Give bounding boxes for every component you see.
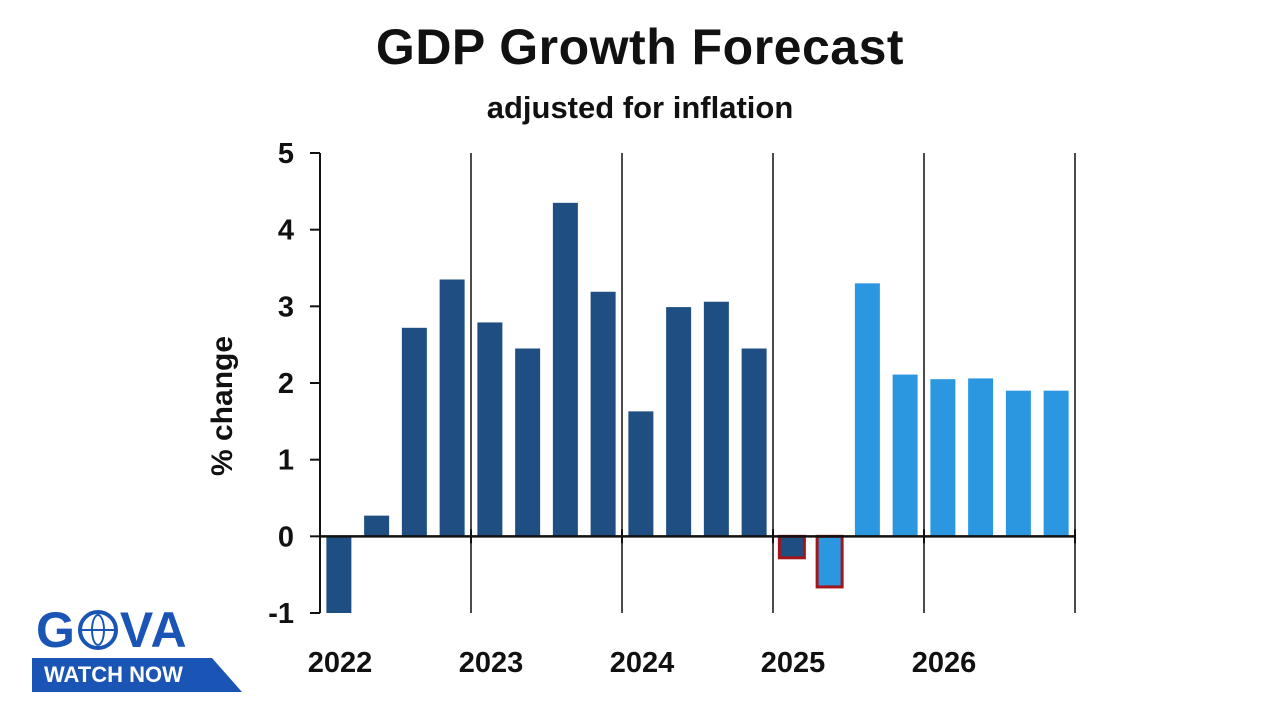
logo-wordmark: G VA (36, 602, 188, 658)
gova-logo[interactable]: G VA WATCH NOW (32, 602, 244, 694)
bar (777, 534, 806, 560)
globe-icon (77, 610, 118, 650)
y-axis-title: % change (206, 336, 239, 476)
y-tick-label: 2 (278, 368, 294, 400)
logo-letters-va: VA (119, 602, 188, 658)
bar (628, 411, 654, 537)
bar (401, 327, 427, 537)
bar (364, 515, 390, 537)
y-tick-label: 5 (278, 138, 294, 170)
y-tick-label: 0 (278, 521, 294, 553)
y-tick-label: 1 (278, 445, 294, 477)
axes (310, 152, 1076, 614)
x-tick-label: 2023 (459, 647, 524, 679)
bars (326, 202, 1069, 613)
bar (515, 348, 541, 537)
bar (892, 374, 918, 537)
tick-labels: -1 0 1 2 3 4 5 2022 2023 2024 2025 2026 (268, 138, 976, 679)
bar (666, 307, 692, 537)
watch-now-button[interactable]: WATCH NOW (32, 658, 242, 692)
bar (552, 202, 578, 537)
y-tick-label: -1 (268, 598, 294, 630)
bar (703, 301, 729, 537)
bar (1043, 390, 1069, 537)
bar (968, 378, 994, 537)
bar (854, 283, 880, 537)
logo-letter-g: G (36, 602, 76, 658)
x-tick-label: 2024 (610, 647, 675, 679)
bar (439, 279, 465, 537)
x-tick-label: 2025 (761, 647, 826, 679)
bar (930, 379, 956, 537)
bar (815, 534, 844, 589)
x-tick-label: 2022 (308, 647, 373, 679)
bar (741, 348, 767, 537)
x-tick-label: 2026 (912, 647, 977, 679)
y-tick-label: 3 (278, 291, 294, 323)
bar (326, 536, 352, 613)
bar (590, 291, 616, 537)
chart-subtitle: adjusted for inflation (486, 90, 794, 125)
chart-title: GDP Growth Forecast (375, 19, 905, 75)
bar (477, 322, 503, 537)
bar (1005, 390, 1031, 537)
y-tick-label: 4 (278, 215, 294, 247)
